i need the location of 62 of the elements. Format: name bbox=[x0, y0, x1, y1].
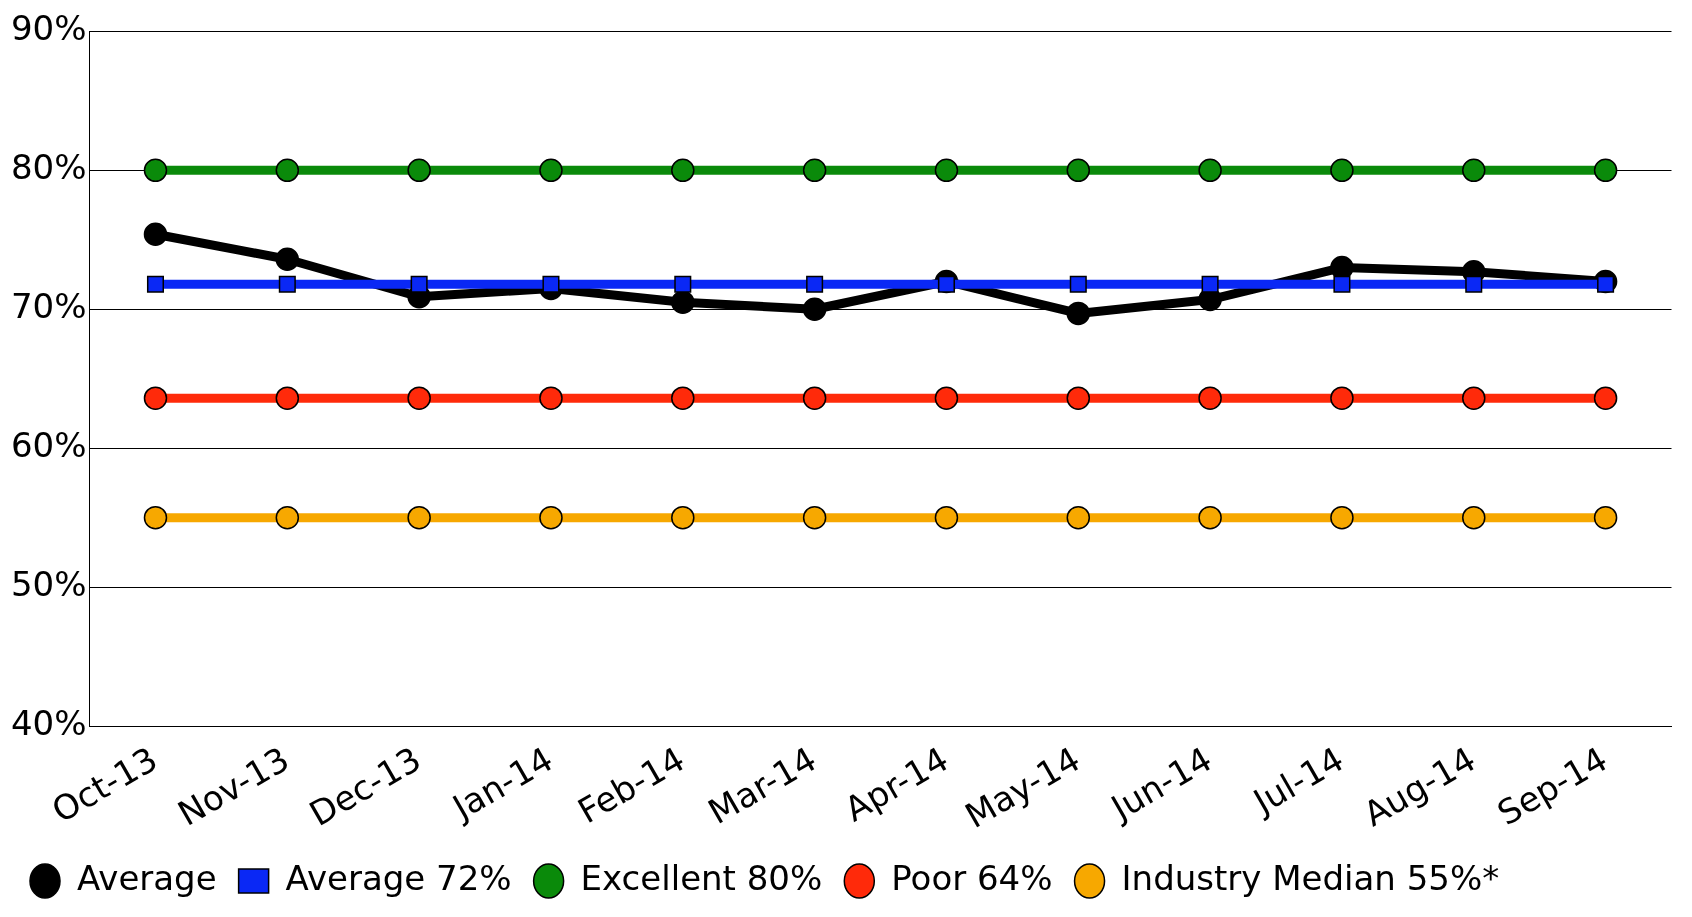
point bbox=[1066, 386, 1091, 410]
y-tick-label: 80% bbox=[10, 147, 87, 188]
point bbox=[802, 297, 827, 322]
point bbox=[806, 275, 824, 293]
point bbox=[1069, 275, 1087, 293]
point bbox=[934, 386, 959, 410]
point bbox=[671, 290, 695, 315]
point bbox=[143, 386, 168, 410]
point bbox=[410, 275, 428, 293]
point bbox=[143, 505, 168, 530]
point bbox=[143, 158, 168, 183]
point bbox=[275, 505, 300, 530]
y-tick-label: 60% bbox=[10, 425, 87, 466]
point bbox=[934, 158, 959, 183]
point bbox=[671, 158, 695, 183]
point bbox=[1201, 275, 1219, 293]
point bbox=[1462, 158, 1486, 183]
point bbox=[802, 505, 827, 530]
point bbox=[1593, 386, 1618, 410]
point bbox=[407, 386, 431, 410]
y-tick-label: 40% bbox=[10, 702, 87, 743]
legend-label: Poor 64% bbox=[891, 857, 1053, 898]
legend-label: Average 72% bbox=[285, 857, 512, 898]
y-tick-label: 70% bbox=[10, 286, 87, 327]
point bbox=[407, 158, 431, 183]
point bbox=[275, 247, 300, 271]
point bbox=[1593, 158, 1618, 183]
point bbox=[1593, 505, 1618, 530]
y-tick-label: 50% bbox=[10, 563, 87, 604]
legend-label: Excellent 80% bbox=[580, 857, 823, 898]
point bbox=[1198, 386, 1222, 410]
point bbox=[1330, 505, 1354, 530]
point bbox=[278, 275, 296, 293]
point bbox=[802, 386, 827, 410]
legend-label: Average bbox=[77, 857, 217, 898]
y-tick-label: 90% bbox=[10, 8, 87, 49]
point bbox=[802, 158, 827, 183]
point bbox=[1333, 275, 1351, 293]
point bbox=[539, 505, 563, 530]
point bbox=[934, 505, 959, 530]
point bbox=[275, 386, 300, 410]
point bbox=[539, 158, 563, 183]
point bbox=[1465, 275, 1483, 293]
point bbox=[1066, 505, 1091, 530]
point bbox=[1066, 158, 1091, 183]
point bbox=[1462, 505, 1486, 530]
point bbox=[1330, 158, 1354, 183]
point bbox=[539, 386, 563, 410]
point bbox=[1462, 386, 1486, 410]
point bbox=[1198, 158, 1222, 183]
point bbox=[275, 158, 300, 183]
legend-label: Industry Median 55%* bbox=[1121, 857, 1500, 898]
point bbox=[146, 275, 165, 293]
point bbox=[1198, 505, 1222, 530]
point bbox=[671, 505, 695, 530]
point bbox=[674, 275, 692, 293]
point bbox=[671, 386, 695, 410]
point bbox=[143, 222, 168, 246]
point bbox=[542, 275, 560, 293]
point bbox=[1330, 386, 1354, 410]
point bbox=[407, 505, 431, 530]
point bbox=[1066, 301, 1091, 326]
